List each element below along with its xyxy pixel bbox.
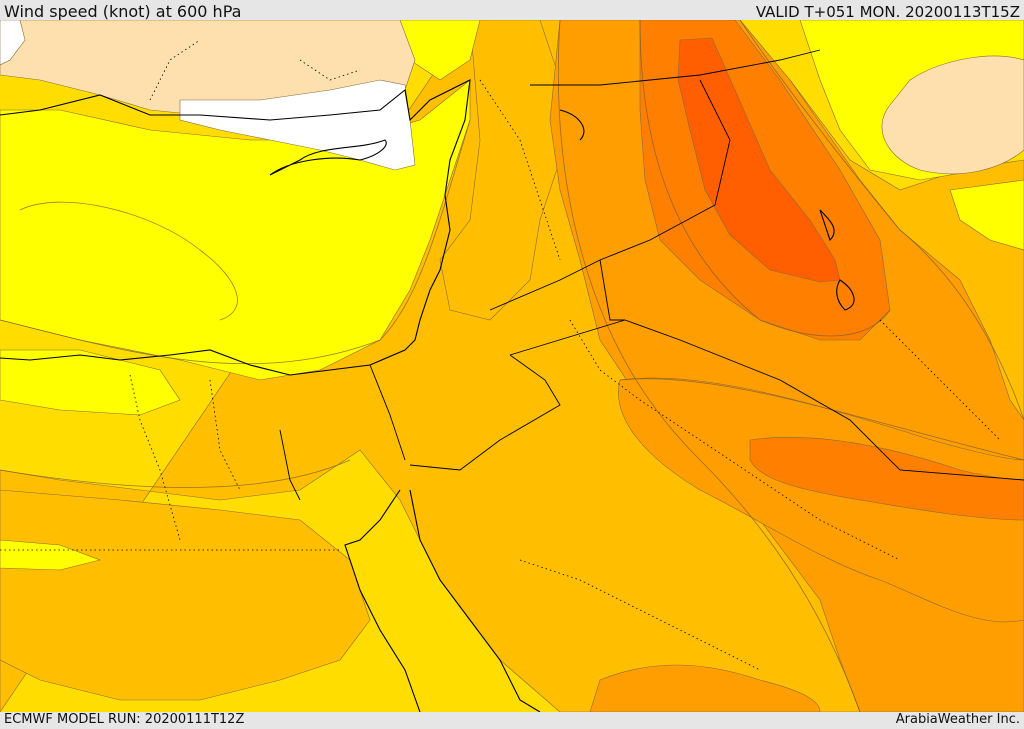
coastlines	[0, 79, 855, 712]
wind-contours	[0, 20, 1024, 712]
field-tan-northeast	[881, 55, 1024, 175]
footer-bar: ECMWF MODEL RUN: 20200111T12Z ArabiaWeat…	[0, 712, 1024, 729]
field-white	[179, 79, 416, 171]
field-yellow-southwest	[0, 349, 181, 416]
header-bar: Wind speed (knot) at 600 hPa VALID T+051…	[0, 0, 1024, 21]
field-yellow-east	[949, 179, 1024, 251]
field-white-corner	[0, 20, 26, 66]
map-title: Wind speed (knot) at 600 hPa	[4, 2, 242, 21]
map-canvas	[0, 20, 1024, 712]
wind-speed-map[interactable]	[0, 20, 1024, 712]
country-borders	[279, 49, 1024, 501]
credit: ArabiaWeather Inc.	[895, 712, 1020, 727]
field-red-orange	[677, 37, 841, 283]
field-amber-west	[0, 489, 371, 701]
field-orange-south	[589, 664, 821, 712]
valid-time: VALID T+051 MON. 20200113T15Z	[755, 3, 1020, 21]
admin-boundaries	[0, 39, 1001, 671]
field-yellow-west-lower	[0, 539, 102, 571]
model-run: ECMWF MODEL RUN: 20200111T12Z	[4, 712, 245, 727]
